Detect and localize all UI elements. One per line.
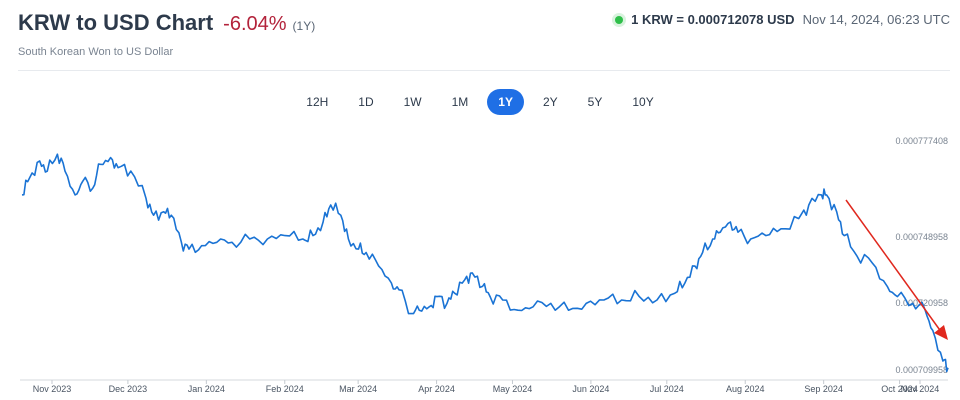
rate-series-line [21, 153, 949, 373]
y-tick-label: 0.000748958 [895, 232, 948, 242]
tab-1d[interactable]: 1D [358, 95, 374, 109]
x-tick-label: May 2024 [493, 384, 533, 394]
header-divider [18, 70, 950, 71]
tab-2y[interactable]: 2Y [542, 95, 558, 109]
page-title: KRW to USD Chart [18, 10, 214, 35]
live-dot-icon [615, 15, 624, 24]
x-tick-label: Sep 2024 [804, 384, 843, 394]
x-tick-label: Mar 2024 [339, 384, 377, 394]
page-header: KRW to USD Chart -6.04% (1Y) South Korea… [18, 10, 950, 66]
tab-1y[interactable]: 1Y [487, 89, 524, 115]
x-tick-label: Apr 2024 [418, 384, 455, 394]
x-tick-label: Jan 2024 [188, 384, 225, 394]
current-rate: 1 KRW = 0.000712078 USD [631, 12, 795, 27]
x-tick-label: Nov 2024 [901, 384, 940, 394]
x-tick-label: Aug 2024 [726, 384, 765, 394]
change-percent: -6.04% [223, 13, 287, 35]
x-tick-label: Nov 2023 [33, 384, 72, 394]
x-tick-label: Jun 2024 [572, 384, 609, 394]
rate-box: 1 KRW = 0.000712078 USD Nov 14, 2024, 06… [615, 12, 950, 27]
x-tick-label: Dec 2023 [109, 384, 148, 394]
tab-12h[interactable]: 12H [306, 95, 329, 109]
rate-line-chart[interactable]: 0.0007774080.0007489580.0007209580.00070… [0, 130, 960, 400]
tab-1m[interactable]: 1M [451, 95, 469, 109]
period-label: (1Y) [292, 19, 316, 33]
y-tick-label: 0.000709958 [895, 365, 948, 375]
x-tick-label: Jul 2024 [650, 384, 684, 394]
rate-timestamp: Nov 14, 2024, 06:23 UTC [802, 12, 950, 27]
tab-10y[interactable]: 10Y [632, 95, 654, 109]
x-tick-label: Feb 2024 [266, 384, 304, 394]
tab-5y[interactable]: 5Y [587, 95, 603, 109]
x-tick-label: Oct 2024 [881, 384, 918, 394]
trend-arrow-line [845, 199, 943, 334]
title-row: KRW to USD Chart -6.04% (1Y) [18, 10, 950, 36]
trend-arrow-head-icon [934, 325, 948, 340]
y-tick-label: 0.000777408 [895, 136, 948, 146]
period-tabs: 12H 1D 1W 1M 1Y 2Y 5Y 10Y [0, 89, 960, 115]
tab-1w[interactable]: 1W [403, 95, 422, 109]
page-subtitle: South Korean Won to US Dollar [18, 46, 174, 58]
